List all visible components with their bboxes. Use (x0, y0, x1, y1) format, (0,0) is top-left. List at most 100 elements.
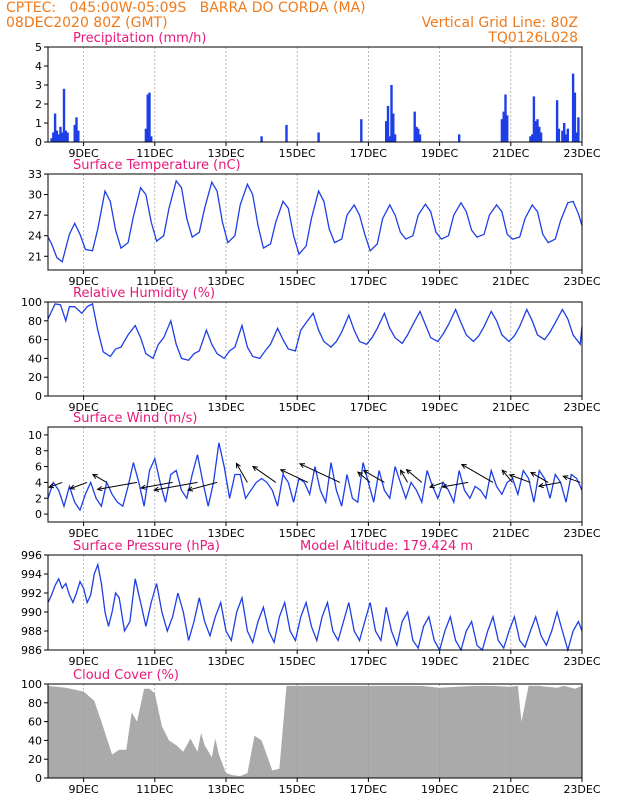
precip-bar (360, 119, 363, 142)
x-tick-label: 17DEC (350, 147, 387, 160)
x-tick-label: 23DEC (563, 401, 600, 414)
wind-arrow-shaft (48, 481, 63, 488)
wind-arrow-head (501, 469, 508, 476)
wind-arrow-shaft (357, 471, 371, 483)
wind-arrow-shaft (97, 481, 138, 490)
y-tick-label: 0 (35, 508, 42, 521)
x-tick-label: 11DEC (136, 527, 173, 540)
panel-title: Surface Pressure (hPa) (73, 539, 220, 554)
precip-bar (388, 136, 391, 142)
panel-title: Surface Temperature (nC) (73, 158, 241, 173)
x-tick-label: 9DEC (69, 527, 99, 540)
wind-arrow-head (400, 469, 405, 476)
wind-arrow (251, 465, 277, 483)
precip-bar (566, 128, 569, 142)
wind-arrow (400, 469, 408, 483)
x-tick-label: 13DEC (207, 783, 244, 796)
x-tick-label: 13DEC (207, 527, 244, 540)
precip-bar (66, 132, 69, 142)
wind-arrow-shaft (509, 474, 531, 483)
precip-bar (390, 85, 393, 142)
x-tick-label: 23DEC (563, 655, 600, 668)
precip-bar (53, 113, 57, 142)
precip-bar (534, 121, 537, 142)
x-tick-label: 21DEC (492, 401, 529, 414)
y-tick-label: 994 (21, 568, 42, 581)
precip-bar (148, 92, 151, 142)
wind-arrow (69, 481, 88, 490)
wind-arrow-shaft (501, 469, 513, 483)
x-tick-label: 11DEC (136, 275, 173, 288)
x-tick-label: 13DEC (207, 655, 244, 668)
wind-arrow-shaft (154, 481, 198, 491)
wind-arrow-head (186, 486, 194, 492)
x-tick-label: 9DEC (69, 401, 99, 414)
x-tick-label: 17DEC (350, 401, 387, 414)
wind-arrow (357, 471, 371, 483)
panel-annotation: Model Altitude: 179.424 m (300, 539, 473, 554)
panel-frame (47, 173, 583, 271)
precip-bar (506, 115, 509, 142)
y-tick-label: 20 (28, 753, 42, 766)
cloud-cover-area (48, 685, 582, 778)
y-tick-label: 80 (28, 697, 42, 710)
wind-arrow-head (405, 468, 412, 475)
wind-arrow-shaft (406, 469, 423, 483)
precip-bar (529, 136, 532, 142)
x-tick-label: 19DEC (421, 401, 458, 414)
precip-bar (563, 123, 566, 142)
panel-frame (47, 554, 583, 651)
header-datetime: 08DEC2020 80Z (GMT) (6, 15, 168, 31)
wind-arrow-head (508, 473, 515, 479)
panel-cloud: 0 20 40 60 80 100 9DEC 11DEC 13DEC 15DEC 17DEC 19DE… (21, 668, 601, 796)
x-tick-label: 9DEC (69, 275, 99, 288)
wind-arrow-head (460, 463, 467, 469)
precip-bar (564, 134, 568, 142)
wind-arrow-shaft (70, 481, 88, 490)
precip-bar (62, 88, 66, 142)
wind-arrow (279, 469, 309, 483)
wind-arrow (235, 462, 248, 483)
precip-bar (417, 128, 420, 142)
x-tick-label: 19DEC (421, 275, 458, 288)
x-tick-label: 23DEC (563, 527, 600, 540)
y-tick-label: 996 (21, 549, 42, 562)
precip-bar (285, 124, 288, 142)
wind-arrow (139, 481, 173, 490)
precip-bar (536, 119, 539, 142)
panel-title: Surface Wind (m/s) (73, 411, 197, 426)
panel-title: Relative Humidity (%) (73, 286, 215, 301)
x-tick-label: 11DEC (136, 783, 173, 796)
precip-bar (59, 126, 62, 142)
y-tick-label: 1 (35, 117, 42, 130)
panel-frame (47, 683, 583, 779)
rh-series-line (47, 302, 583, 362)
y-tick-label: 986 (21, 644, 42, 657)
wind-arrow-head (251, 465, 258, 471)
wind-arrow-shaft (530, 471, 549, 483)
x-tick-label: 21DEC (492, 527, 529, 540)
wind-arrow (508, 473, 531, 483)
panel-wind: 0 2 4 6 8 10 9DEC 11DEC 13DEC 15DEC 17DEC 19DEC 21DE… (28, 411, 601, 540)
y-tick-label: 21 (28, 250, 42, 263)
wind-arrow-shaft (92, 473, 107, 483)
precip-bar (260, 136, 263, 142)
y-tick-label: 60 (28, 334, 42, 347)
wind-arrow-shaft (187, 481, 218, 491)
precip-bar (392, 113, 395, 142)
wind-arrow-head (357, 471, 363, 477)
panel-frame (47, 426, 583, 523)
precip-bar (393, 134, 397, 142)
wind-arrow-head (537, 482, 544, 489)
wind-arrow (96, 481, 138, 492)
y-tick-label: 5 (35, 41, 42, 54)
wind-arrow-shaft (280, 469, 309, 483)
panel-pressure: 986 988 990 992 994 996 9DEC 11DEC 13DEC 15DEC 17D… (21, 539, 601, 668)
wind-arrow (405, 468, 423, 483)
wind-series-line (47, 442, 583, 512)
precip-bar (146, 94, 149, 142)
precip-bar (575, 132, 578, 142)
y-tick-label: 2 (35, 492, 42, 505)
x-tick-label: 21DEC (492, 147, 529, 160)
header-location: CPTEC: 045:00W-05:09S BARRA DO CORDA (MA… (6, 0, 366, 16)
